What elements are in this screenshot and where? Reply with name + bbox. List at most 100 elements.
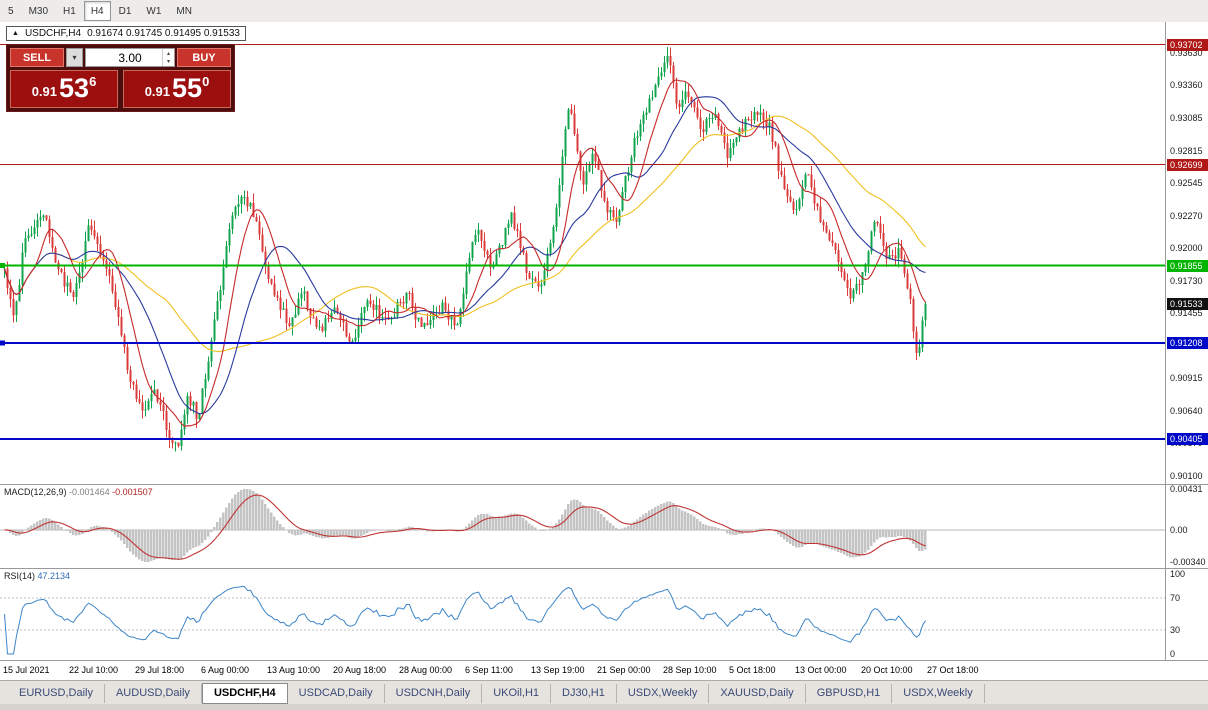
- level-price-tag: 0.92699: [1167, 158, 1208, 171]
- time-axis-label: 21 Sep 00:00: [597, 665, 651, 675]
- rsi-axis-label: 0: [1170, 649, 1176, 659]
- price-axis-label: 0.91455: [1170, 308, 1203, 319]
- trade-controls-row: SELL ▾ 3.00 ▴ ▾ BUY: [10, 48, 231, 67]
- timeframe-button-h1[interactable]: H1: [63, 5, 76, 17]
- trade-prices-row: 0.91 53 6 0.91 55 0: [10, 70, 231, 108]
- chart-tab[interactable]: AUDUSD,Daily: [105, 683, 202, 703]
- buy-price-pip: 0: [202, 74, 210, 89]
- rsi-axis: 100 70 30 0: [1166, 568, 1208, 660]
- price-axis-label: 0.93360: [1170, 80, 1203, 91]
- timeframe-button-mn[interactable]: MN: [176, 5, 192, 17]
- chart-tab[interactable]: UKOil,H1: [482, 683, 552, 703]
- chart-tab[interactable]: USDCNH,Daily: [385, 683, 483, 703]
- timeframe-button-5[interactable]: 5: [8, 5, 14, 17]
- volume-stepper[interactable]: ▴ ▾: [162, 49, 174, 66]
- buy-button[interactable]: BUY: [177, 48, 231, 67]
- rsi-axis-label: 100: [1170, 569, 1186, 579]
- volume-dropdown-button[interactable]: ▾: [66, 48, 83, 67]
- level-price-tag: 0.91855: [1167, 259, 1208, 272]
- time-axis-label: 15 Jul 2021: [3, 665, 50, 675]
- time-axis-label: 6 Sep 11:00: [465, 665, 513, 675]
- macd-axis: 0.00431 0.00 -0.00340: [1166, 484, 1208, 568]
- time-axis-label: 13 Sep 19:00: [531, 665, 585, 675]
- time-axis-label: 20 Aug 18:00: [333, 665, 387, 675]
- chart-tab[interactable]: USDX,Weekly: [892, 683, 985, 703]
- buy-price-big: 55: [172, 73, 203, 103]
- rsi-pane-splitter[interactable]: [0, 568, 1208, 569]
- macd-label: MACD(12,26,9) -0.001464 -0.001507: [4, 487, 153, 497]
- chart-arrow-icon: ▲: [12, 30, 19, 37]
- one-click-trade-panel: SELL ▾ 3.00 ▴ ▾ BUY 0.91 53 6: [6, 44, 235, 112]
- sell-price-big: 53: [59, 73, 90, 103]
- volume-value: 3.00: [118, 50, 142, 65]
- chart-tab[interactable]: EURUSD,Daily: [8, 683, 105, 703]
- time-axis-label: 29 Jul 18:00: [135, 665, 185, 675]
- chart-tab[interactable]: GBPUSD,H1: [806, 683, 893, 703]
- time-axis[interactable]: 15 Jul 2021 22 Jul 10:00 29 Jul 18:00 6 Aug…: [0, 660, 1208, 681]
- chart-ohlc-values: 0.91674 0.91745 0.91495 0.91533: [87, 28, 240, 39]
- sell-price-display[interactable]: 0.91 53 6: [10, 70, 118, 108]
- time-axis-label: 6 Aug 00:00: [201, 665, 250, 675]
- time-axis-label: 28 Aug 00:00: [399, 665, 453, 675]
- chart-tab-bar: EURUSD,Daily AUDUSD,Daily USDCHF,H4 USDCAD,…: [0, 680, 1208, 705]
- price-axis-label: 0.91730: [1170, 275, 1203, 286]
- chart-tab[interactable]: USDX,Weekly: [617, 683, 710, 703]
- level-price-tag: 0.91208: [1167, 337, 1208, 349]
- price-axis-label: 0.92000: [1170, 243, 1203, 254]
- macd-axis-label: 0.00431: [1170, 483, 1203, 494]
- chart-region[interactable]: ▲ USDCHF,H4 0.91674 0.91745 0.91495 0.91…: [0, 22, 1165, 660]
- level-price-tag: 0.90405: [1167, 433, 1208, 446]
- price-axis-label: 0.92815: [1170, 145, 1203, 156]
- timeframe-button-m30[interactable]: M30: [28, 5, 49, 17]
- rsi-axis-label: 30: [1170, 625, 1181, 635]
- sell-button[interactable]: SELL: [10, 48, 64, 67]
- volume-down-icon[interactable]: ▾: [166, 59, 170, 65]
- sell-price-prefix: 0.91: [31, 84, 58, 99]
- main-price-axis: 0.93630 0.93360 0.93085 0.92815 0.92545 0.922…: [1166, 22, 1208, 484]
- current-price-tag: 0.91533: [1167, 298, 1208, 311]
- rsi-value: 47.2134: [37, 571, 71, 581]
- time-axis-label: 13 Aug 10:00: [267, 665, 321, 675]
- macd-signal-value: -0.001507: [112, 487, 153, 497]
- price-axis-label: 0.93085: [1170, 113, 1203, 124]
- buy-price-display[interactable]: 0.91 55 0: [123, 70, 231, 108]
- chart-symbol-ohlc: ▲ USDCHF,H4 0.91674 0.91745 0.91495 0.91…: [6, 26, 246, 41]
- price-axis-label: 0.92270: [1170, 210, 1203, 221]
- chart-tab[interactable]: USDCHF,H4: [201, 682, 288, 704]
- timeframe-toolbar: 5 M30 H1 H4 D1 W1 MN: [0, 0, 1208, 23]
- price-axis-label: 0.92545: [1170, 177, 1203, 188]
- macd-pane-splitter[interactable]: [0, 484, 1208, 485]
- price-axis[interactable]: 0.93630 0.93360 0.93085 0.92815 0.92545 0.922…: [1165, 22, 1208, 660]
- time-axis-label: 13 Oct 00:00: [795, 665, 847, 675]
- time-axis-label: 20 Oct 10:00: [861, 665, 913, 675]
- macd-indicator-chart[interactable]: [0, 484, 1165, 568]
- level-price-tag: 0.93702: [1167, 38, 1208, 51]
- chart-symbol-label: USDCHF,H4: [24, 28, 82, 39]
- volume-input[interactable]: 3.00 ▴ ▾: [85, 48, 175, 67]
- macd-main-value: -0.001464: [69, 487, 110, 497]
- time-axis-label: 28 Sep 10:00: [663, 665, 717, 675]
- time-axis-label: 5 Oct 18:00: [729, 665, 776, 675]
- timeframe-button-w1[interactable]: W1: [146, 5, 162, 17]
- timeframe-button-h4[interactable]: H4: [83, 1, 111, 21]
- buy-price-prefix: 0.91: [144, 84, 171, 99]
- chart-tab[interactable]: XAUUSD,Daily: [709, 683, 806, 703]
- sell-price-pip: 6: [89, 74, 97, 89]
- price-axis-label: 0.90640: [1170, 405, 1203, 416]
- rsi-indicator-chart[interactable]: [0, 568, 1165, 660]
- timeframe-button-d1[interactable]: D1: [118, 5, 132, 17]
- time-axis-label: 27 Oct 18:00: [927, 665, 979, 675]
- chart-tab[interactable]: DJ30,H1: [551, 683, 617, 703]
- chevron-down-icon: ▾: [72, 53, 77, 62]
- price-axis-label: 0.93630: [1170, 48, 1203, 59]
- chart-tab[interactable]: USDCAD,Daily: [288, 683, 385, 703]
- macd-axis-label: -0.00340: [1170, 557, 1206, 568]
- volume-up-icon[interactable]: ▴: [166, 51, 170, 57]
- window-bottom-strip: [0, 704, 1208, 710]
- time-axis-label: 22 Jul 10:00: [69, 665, 119, 675]
- macd-axis-label: 0.00: [1170, 524, 1188, 535]
- price-axis-label: 0.90100: [1170, 470, 1203, 481]
- rsi-label: RSI(14) 47.2134: [4, 571, 71, 581]
- price-axis-label: 0.90915: [1170, 373, 1203, 384]
